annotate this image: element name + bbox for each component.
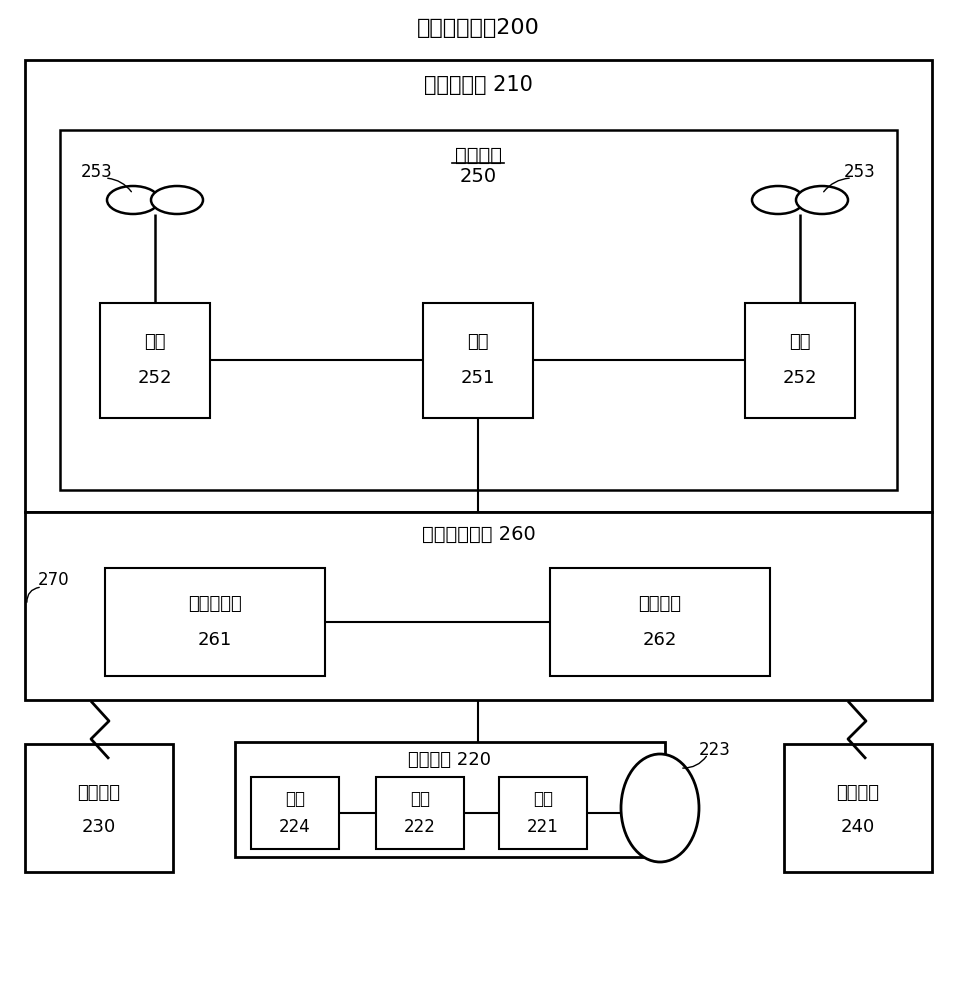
Text: 电机: 电机 xyxy=(410,790,430,808)
Text: 动力系统: 动力系统 xyxy=(455,145,501,164)
Text: 飞行控制器: 飞行控制器 xyxy=(189,595,242,613)
Bar xyxy=(423,302,533,418)
Bar xyxy=(235,742,665,857)
Bar xyxy=(25,744,173,872)
Text: 无人飞行系统200: 无人飞行系统200 xyxy=(416,18,540,38)
Bar xyxy=(376,777,464,849)
Text: 传感系统: 传感系统 xyxy=(638,595,681,613)
Text: 支架: 支架 xyxy=(533,790,553,808)
Ellipse shape xyxy=(621,754,699,862)
Bar xyxy=(499,777,587,849)
Text: 显示设备: 显示设备 xyxy=(78,784,121,802)
Ellipse shape xyxy=(107,186,159,214)
Bar xyxy=(25,512,932,700)
Bar xyxy=(550,568,770,676)
Text: 252: 252 xyxy=(138,369,172,387)
Bar xyxy=(100,302,210,418)
Text: 251: 251 xyxy=(461,369,495,387)
Text: 223: 223 xyxy=(699,741,731,759)
Bar xyxy=(25,60,932,512)
Text: 252: 252 xyxy=(783,369,817,387)
Text: 230: 230 xyxy=(82,818,116,836)
Text: 250: 250 xyxy=(459,167,497,186)
Bar xyxy=(105,568,325,676)
Ellipse shape xyxy=(796,186,848,214)
Text: 253: 253 xyxy=(844,163,876,181)
Text: 240: 240 xyxy=(841,818,875,836)
Bar xyxy=(60,130,897,490)
Text: 261: 261 xyxy=(198,631,233,649)
Bar xyxy=(784,744,932,872)
Text: 云台设备 220: 云台设备 220 xyxy=(409,751,492,769)
Text: 221: 221 xyxy=(527,818,559,836)
Text: 电机: 电机 xyxy=(790,333,811,351)
Bar xyxy=(745,302,855,418)
Text: 262: 262 xyxy=(643,631,678,649)
Text: 电调: 电调 xyxy=(467,333,489,351)
Text: 操纵设备: 操纵设备 xyxy=(836,784,879,802)
Text: 飞行控制系统 260: 飞行控制系统 260 xyxy=(422,524,535,544)
Text: 电调: 电调 xyxy=(285,790,305,808)
Text: 无人飞行器 210: 无人飞行器 210 xyxy=(424,75,533,95)
Text: 224: 224 xyxy=(279,818,311,836)
Ellipse shape xyxy=(752,186,804,214)
Text: 253: 253 xyxy=(81,163,113,181)
Text: 电机: 电机 xyxy=(145,333,166,351)
Text: 270: 270 xyxy=(38,571,70,589)
Ellipse shape xyxy=(151,186,203,214)
Text: 222: 222 xyxy=(404,818,436,836)
Bar xyxy=(251,777,339,849)
